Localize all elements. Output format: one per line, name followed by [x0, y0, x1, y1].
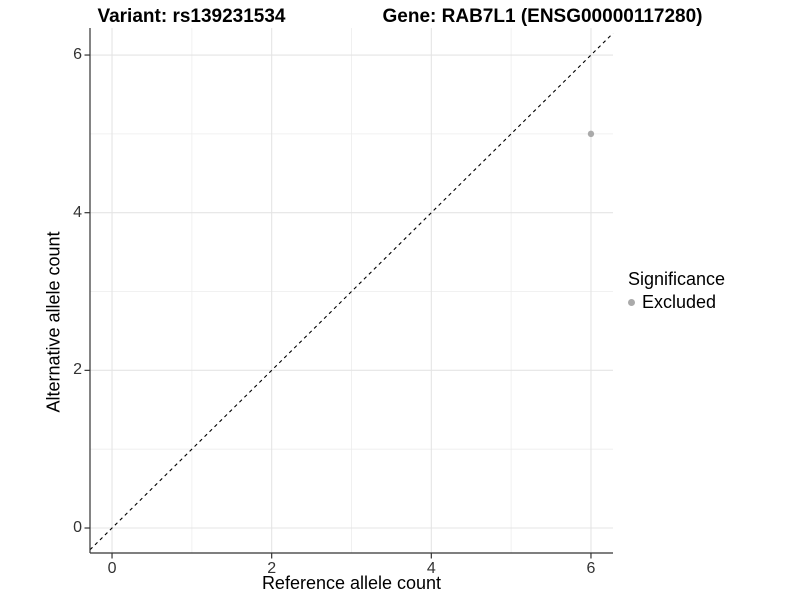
y-tick-label: 2 — [73, 361, 82, 379]
legend-item-label: Excluded — [642, 292, 717, 312]
x-tick-label: 4 — [426, 560, 436, 577]
plot-title-gene: Gene: RAB7L1 (ENSG00000117280) — [382, 6, 703, 27]
plot-title: Variant: rs139231534 Gene: RAB7L1 (ENSG0… — [0, 6, 800, 28]
y-axis-title: Alternative allele count — [43, 231, 64, 413]
plot-title-variant: Variant: rs139231534 — [97, 6, 286, 27]
y-tick-label: 6 — [73, 46, 82, 64]
x-tick-label: 2 — [267, 560, 277, 577]
x-tick-label: 0 — [107, 560, 117, 577]
y-tick-label: 4 — [73, 203, 82, 221]
x-axis-title: Reference allele count — [261, 573, 442, 593]
legend: Significance Excluded — [628, 268, 725, 313]
legend-item-excluded: Excluded — [628, 291, 725, 313]
legend-title: Significance — [628, 269, 726, 289]
data-point — [587, 130, 595, 138]
legend-key-dot — [628, 298, 635, 306]
y-tick-label: 0 — [73, 519, 82, 536]
x-tick-label: 6 — [586, 560, 596, 577]
